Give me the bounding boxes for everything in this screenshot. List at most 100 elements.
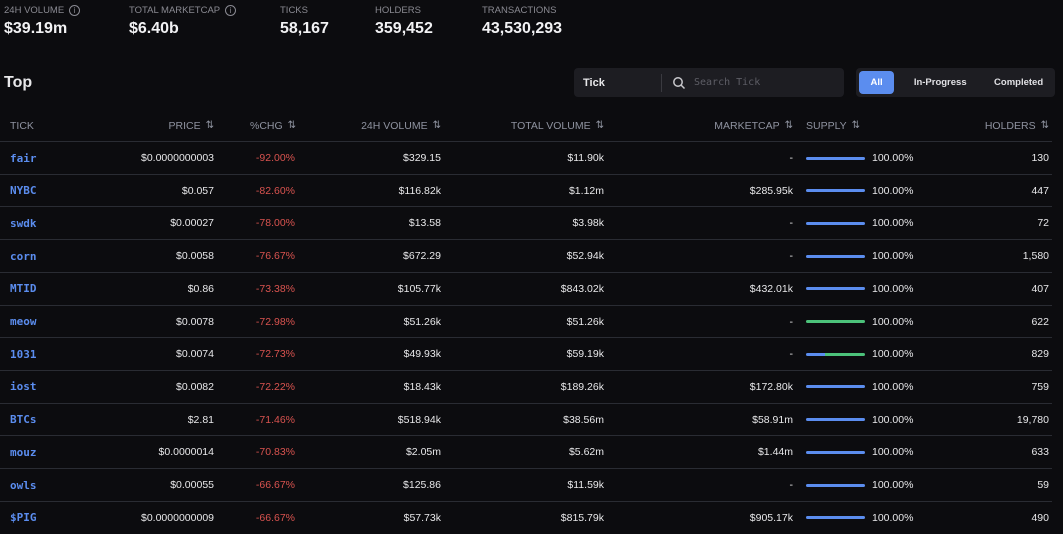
supply-bar-blue xyxy=(806,221,865,225)
supply-percent: 100.00% xyxy=(872,152,914,164)
supply-progress-bar xyxy=(806,287,865,291)
supply-bar-blue xyxy=(806,352,825,356)
supply-cell: 100.00% xyxy=(806,436,913,468)
change-cell: -72.73% xyxy=(255,348,295,361)
supply-bar-blue xyxy=(806,516,865,520)
column-header-holders[interactable]: HOLDERS ⇅ xyxy=(985,109,1049,142)
table-row[interactable]: BTCs $2.81 -71.46% $518.94k $38.56m $58.… xyxy=(0,402,1052,436)
search-input[interactable] xyxy=(694,77,844,88)
column-header-vol[interactable]: 24H VOLUME ⇅ xyxy=(361,109,441,142)
supply-bar-blue xyxy=(806,418,865,422)
column-header-price[interactable]: PRICE ⇅ xyxy=(169,109,214,142)
supply-progress-bar xyxy=(806,189,865,193)
sort-icon[interactable]: ⇅ xyxy=(851,120,861,131)
table-row[interactable]: fair $0.0000000003 -92.00% $329.15 $11.9… xyxy=(0,141,1052,174)
tick-link[interactable]: iost xyxy=(10,380,37,394)
tick-link[interactable]: mouz xyxy=(10,445,37,459)
change-cell: -72.22% xyxy=(255,380,295,393)
tick-link[interactable]: fair xyxy=(10,151,37,165)
supply-cell: 100.00% xyxy=(806,142,913,174)
supply-progress-bar xyxy=(806,450,865,454)
supply-cell: 100.00% xyxy=(806,404,913,436)
supply-bar-blue xyxy=(806,189,865,193)
sort-icon[interactable]: ⇅ xyxy=(287,120,297,131)
supply-progress-bar xyxy=(806,254,865,258)
table-row[interactable]: mouz $0.0000014 -70.83% $2.05m $5.62m $1… xyxy=(0,435,1052,468)
column-label: SUPPLY xyxy=(806,119,847,132)
table-row[interactable]: corn $0.0058 -76.67% $672.29 $52.94k - 1… xyxy=(0,239,1052,272)
supply-bar-blue xyxy=(806,450,865,454)
volume-24h-cell: $329.15 xyxy=(403,152,441,164)
filter-in-progress[interactable]: In-Progress xyxy=(913,77,967,88)
table-row[interactable]: 1031 $0.0074 -72.73% $49.93k $59.19k - 1… xyxy=(0,337,1052,370)
supply-percent: 100.00% xyxy=(872,282,914,295)
volume-24h-cell: $49.93k xyxy=(403,348,441,361)
tick-link[interactable]: meow xyxy=(10,315,37,328)
tick-link[interactable]: $PIG xyxy=(10,511,37,525)
column-label: 24H VOLUME xyxy=(361,119,428,132)
volume-24h-cell: $2.05m xyxy=(405,446,441,459)
supply-bar-blue xyxy=(806,254,865,258)
sort-icon[interactable]: ⇅ xyxy=(784,120,793,131)
sort-icon[interactable]: ⇅ xyxy=(432,120,441,131)
table-row[interactable]: meow $0.0078 -72.98% $51.26k $51.26k - 1… xyxy=(0,304,1052,338)
tick-link[interactable]: BTCs xyxy=(10,413,37,427)
search-field-selector[interactable]: Tick xyxy=(574,73,662,92)
holders-cell: 622 xyxy=(1031,315,1049,328)
change-cell: -66.67% xyxy=(255,479,295,491)
tick-link[interactable]: NYBC xyxy=(10,184,37,198)
column-header-mcap[interactable]: MARKETCAP ⇅ xyxy=(714,109,793,142)
marketcap-cell: - xyxy=(789,348,794,361)
info-icon[interactable]: i xyxy=(225,4,237,16)
price-cell: $0.057 xyxy=(181,184,214,197)
sort-icon[interactable]: ⇅ xyxy=(595,120,604,131)
table-row[interactable]: swdk $0.00027 -78.00% $13.58 $3.98k - 10… xyxy=(0,206,1052,239)
supply-percent: 100.00% xyxy=(872,348,914,361)
table-row[interactable]: iost $0.0082 -72.22% $18.43k $189.26k $1… xyxy=(0,369,1052,403)
filter-all[interactable]: All xyxy=(859,71,895,94)
change-cell: -76.67% xyxy=(255,250,295,263)
supply-percent: 100.00% xyxy=(872,413,914,426)
table-row[interactable]: owls $0.00055 -66.67% $125.86 $11.59k - … xyxy=(0,468,1052,501)
sort-icon[interactable]: ⇅ xyxy=(205,120,214,131)
supply-progress-bar xyxy=(806,156,865,160)
holders-cell: 759 xyxy=(1031,380,1049,393)
filter-tabs: All In-Progress Completed xyxy=(856,68,1055,97)
stat-transactions: TRANSACTIONS 43,530,293 xyxy=(482,4,562,38)
change-cell: -73.38% xyxy=(255,282,295,295)
total-volume-cell: $51.26k xyxy=(566,315,604,328)
table-row[interactable]: MTID $0.86 -73.38% $105.77k $843.02k $43… xyxy=(0,271,1052,305)
supply-cell: 100.00% xyxy=(806,338,913,370)
tick-link[interactable]: corn xyxy=(10,249,37,263)
tick-link[interactable]: swdk xyxy=(10,216,37,230)
stat-holders: HOLDERS 359,452 xyxy=(375,4,433,38)
tick-link[interactable]: owls xyxy=(10,478,37,492)
stat-label: TOTAL MARKETCAP xyxy=(129,4,221,16)
column-header-tvol[interactable]: TOTAL VOLUME ⇅ xyxy=(511,109,604,142)
supply-bar-green xyxy=(824,352,865,356)
column-header-chg[interactable]: %CHG ⇅ xyxy=(250,109,296,142)
tick-link[interactable]: MTID xyxy=(10,282,37,296)
info-icon[interactable]: i xyxy=(69,4,81,16)
price-cell: $0.0074 xyxy=(176,348,214,361)
stat-value: 43,530,293 xyxy=(482,20,563,37)
sort-icon[interactable]: ⇅ xyxy=(1040,120,1049,131)
change-cell: -71.46% xyxy=(255,413,295,426)
change-cell: -92.00% xyxy=(255,152,295,164)
supply-progress-bar xyxy=(806,385,865,389)
filter-completed[interactable]: Completed xyxy=(994,77,1044,88)
supply-progress-bar xyxy=(806,320,865,323)
column-header-supply[interactable]: SUPPLY ⇅ xyxy=(806,109,860,142)
table-row[interactable]: $PIG $0.0000000009 -66.67% $57.73k $815.… xyxy=(0,500,1052,534)
column-header-tick[interactable]: TICK xyxy=(10,109,34,142)
table-row[interactable]: NYBC $0.057 -82.60% $116.82k $1.12m $285… xyxy=(0,173,1052,207)
total-volume-cell: $59.19k xyxy=(566,348,604,361)
column-label: PRICE xyxy=(168,119,201,132)
supply-cell: 100.00% xyxy=(806,207,913,239)
supply-percent: 100.00% xyxy=(872,380,914,393)
tick-link[interactable]: 1031 xyxy=(10,347,37,361)
total-volume-cell: $11.59k xyxy=(567,479,604,491)
marketcap-cell: $1.44m xyxy=(757,446,793,459)
supply-percent: 100.00% xyxy=(872,250,914,263)
change-cell: -66.67% xyxy=(255,511,295,524)
